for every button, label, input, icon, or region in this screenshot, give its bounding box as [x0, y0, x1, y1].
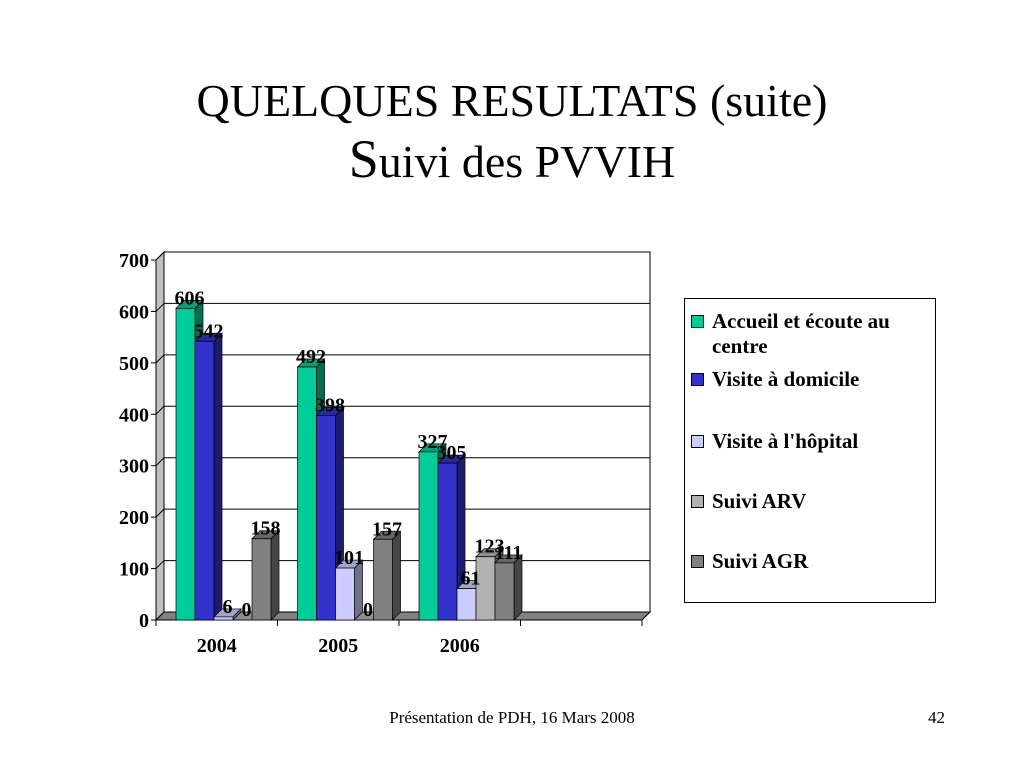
gridline-side-700: [155, 251, 165, 261]
data-label-2006-3: 123: [475, 536, 505, 558]
gridline-side-500: [155, 354, 165, 364]
y-tick-label-600: 600: [119, 301, 149, 323]
y-tick-label-0: 0: [139, 610, 149, 632]
bar-side-2004-1: [213, 332, 223, 621]
legend-swatch: [691, 555, 704, 568]
title-line-2: Suivi des PVVIH: [0, 130, 1024, 191]
bar-2006-4: [494, 562, 515, 621]
slide-footer: Présentation de PDH, 16 Mars 2008: [389, 708, 635, 727]
y-tick-label-700: 700: [119, 250, 149, 272]
bar-2005-2: [335, 567, 355, 621]
data-label-2006-4: 111: [495, 542, 523, 564]
legend-swatch: [691, 495, 704, 508]
data-label-2004-4: 158: [251, 518, 281, 540]
bar-2006-0: [418, 451, 439, 621]
data-label-2005-3: 0: [363, 599, 373, 621]
legend-item: Suivi AGR: [691, 549, 931, 574]
bar-side-2006-4: [513, 554, 523, 621]
bar-2004-2: [213, 616, 234, 621]
data-label-2006-1: 305: [437, 442, 467, 464]
y-tick-label-500: 500: [119, 353, 149, 375]
bar-2004-1: [194, 340, 215, 621]
data-label-2004-0: 606: [175, 287, 205, 309]
bar-2004-0: [175, 307, 196, 621]
legend-swatch: [691, 435, 704, 448]
data-label-2004-3: 0: [242, 599, 252, 621]
bar-2004-4: [251, 538, 272, 621]
y-tick-label-200: 200: [119, 507, 149, 529]
bar-side-2004-4: [270, 529, 280, 621]
page-number: 42: [928, 708, 945, 727]
data-label-2004-1: 542: [194, 320, 224, 342]
bar-2005-4: [373, 538, 393, 621]
gridline-side-100: [155, 560, 165, 569]
data-label-2005-1: 398: [315, 394, 345, 416]
data-label-2005-0: 492: [296, 346, 326, 368]
bar-2005-0: [297, 366, 317, 621]
data-label-2005-4: 157: [372, 518, 402, 540]
legend-swatch: [691, 315, 704, 328]
bar-2006-1: [437, 462, 458, 621]
bar-2005-1: [316, 414, 336, 621]
data-label-2006-2: 61: [461, 568, 481, 590]
x-tick-label-2006: 2006: [440, 635, 480, 657]
chart-legend: Accueil et écoute au centre Visite à domi…: [684, 298, 936, 603]
gridline-side-600: [155, 303, 165, 312]
title-line-1: QUELQUES RESULTATS (suite): [196, 75, 828, 126]
legend-label: Visite à domicile: [712, 367, 860, 391]
gridline-side-200: [155, 508, 165, 518]
legend-swatch: [691, 373, 704, 386]
legend-label: Suivi AGR: [712, 549, 809, 573]
legend-item: Visite à l'hôpital: [691, 429, 931, 454]
gridline-side-400: [155, 405, 165, 415]
data-label-2006-0: 327: [418, 431, 448, 453]
y-tick-label-300: 300: [119, 456, 149, 478]
legend-item: Suivi ARV: [691, 489, 931, 514]
data-label-2004-2: 6: [223, 596, 233, 618]
legend-label: Accueil et écoute au centre: [712, 309, 890, 358]
title-line-2-initial: S: [348, 129, 379, 189]
legend-label: Visite à l'hôpital: [712, 429, 859, 453]
title-line-2-rest: uivi des PVVIH: [378, 136, 676, 187]
data-label-2005-2: 101: [334, 547, 364, 569]
bar-side-2005-4: [392, 530, 401, 621]
gridline-side-300: [155, 457, 165, 467]
legend-label: Suivi ARV: [712, 489, 807, 513]
slide-title: QUELQUES RESULTATS (suite) Suivi des PVV…: [0, 72, 1024, 191]
legend-item: Visite à domicile: [691, 367, 931, 392]
x-tick-label-2005: 2005: [318, 635, 358, 657]
x-tick-label-2004: 2004: [197, 635, 237, 657]
bar-2006-2: [456, 588, 477, 621]
plot-back-wall: [163, 251, 651, 613]
y-tick-label-400: 400: [119, 404, 149, 426]
y-tick-label-100: 100: [119, 559, 149, 581]
legend-item: Accueil et écoute au centre: [691, 309, 931, 359]
